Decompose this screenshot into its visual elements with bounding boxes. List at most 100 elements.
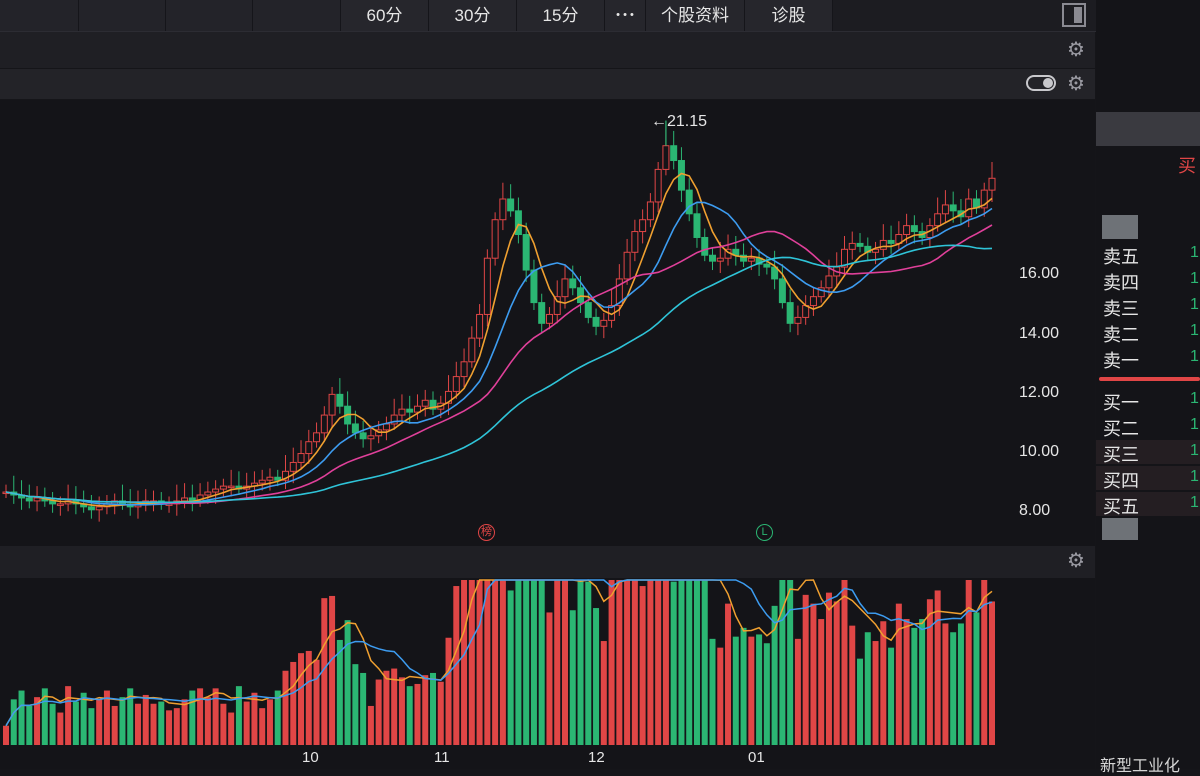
- sell-2-value: 1: [1190, 322, 1199, 339]
- volume-bar: [740, 627, 747, 745]
- candle-body: [514, 210, 522, 236]
- candle-body: [941, 204, 949, 215]
- candle-body: [840, 248, 848, 268]
- volume-bar: [655, 580, 662, 745]
- volume-bar: [88, 708, 95, 745]
- buy-3-value: 1: [1190, 442, 1199, 459]
- blurred-value: [1102, 518, 1138, 540]
- volume-bar: [616, 580, 623, 745]
- ranking-marker[interactable]: 榜: [478, 524, 495, 541]
- buy-1-value: 1: [1190, 390, 1199, 407]
- buy-3-row-bg: [1096, 440, 1200, 464]
- volume-settings-gear-icon[interactable]: ⚙: [1067, 550, 1085, 572]
- volume-bar: [72, 701, 79, 745]
- volume-bar: [453, 586, 460, 745]
- volume-bar: [391, 668, 398, 745]
- volume-bar: [484, 580, 491, 745]
- y-tick-16: 16.00: [1019, 265, 1060, 282]
- tab-blank-1[interactable]: [0, 0, 79, 31]
- y-tick-8: 8.00: [1019, 502, 1051, 519]
- candle-body: [328, 393, 336, 416]
- tab-blank-2[interactable]: [79, 0, 166, 31]
- candle-body: [747, 257, 755, 262]
- candle-body: [872, 248, 880, 253]
- more-button[interactable]: • • •: [605, 0, 646, 31]
- volume-bar: [414, 683, 421, 745]
- candle-body: [988, 177, 996, 191]
- x-tick-12: 12: [588, 749, 605, 766]
- layout-toggle-icon[interactable]: [1062, 3, 1086, 27]
- volume-bar: [103, 690, 110, 745]
- indicator-bar: [0, 32, 1095, 68]
- candle-body: [289, 461, 297, 472]
- volume-bar: [771, 605, 778, 745]
- candle-body: [538, 302, 546, 324]
- volume-bar: [274, 690, 281, 745]
- sell-5-label: 卖五: [1103, 247, 1139, 267]
- stock-diagnosis-button[interactable]: 诊股: [745, 0, 833, 31]
- volume-bar: [810, 603, 817, 745]
- volume-bar: [515, 580, 522, 745]
- volume-bar: [49, 703, 56, 745]
- volume-bar: [763, 643, 770, 745]
- volume-bar: [321, 598, 328, 745]
- volume-bar: [336, 639, 343, 745]
- tab-blank-3[interactable]: [166, 0, 253, 31]
- buy-2-value: 1: [1190, 416, 1199, 433]
- volume-bar: [204, 697, 211, 745]
- candle-body: [274, 476, 282, 481]
- volume-bar: [989, 601, 995, 745]
- l-marker[interactable]: L: [756, 524, 773, 541]
- tab-blank-4[interactable]: [253, 0, 341, 31]
- volume-bar: [934, 590, 941, 745]
- sell-4-value: 1: [1190, 270, 1199, 287]
- candle-body: [33, 497, 41, 502]
- volume-bar: [430, 672, 437, 745]
- chart-settings-gear-icon[interactable]: ⚙: [1067, 73, 1085, 95]
- tab-30min[interactable]: 30分: [429, 0, 517, 31]
- tab-60min[interactable]: 60分: [341, 0, 429, 31]
- order-book-header: [1096, 112, 1200, 146]
- volume-bar: [499, 580, 506, 745]
- candle-body: [390, 414, 398, 425]
- volume-bar: [895, 603, 902, 745]
- candle-body: [545, 313, 553, 324]
- volume-bar: [546, 612, 553, 745]
- volume-bar: [468, 580, 475, 745]
- candle-body: [468, 337, 476, 363]
- stock-profile-button[interactable]: 个股资料: [646, 0, 745, 31]
- candle-body: [615, 278, 623, 307]
- volume-bar: [259, 708, 266, 745]
- candle-body: [530, 269, 538, 304]
- buy-2-label: 买二: [1103, 419, 1139, 439]
- candle-body: [491, 219, 499, 259]
- volume-bar: [864, 632, 871, 745]
- candle-body: [507, 198, 515, 212]
- volume-bar: [173, 708, 180, 745]
- volume-bar: [717, 647, 724, 745]
- candle-body: [825, 275, 833, 289]
- volume-bar: [585, 581, 592, 745]
- candle-body: [553, 296, 561, 315]
- buy-5-value: 1: [1190, 494, 1199, 511]
- candle-body: [903, 225, 911, 236]
- candle-body: [227, 485, 235, 489]
- volume-bar: [197, 688, 204, 745]
- candle-body: [716, 257, 724, 262]
- moving-average-line: [5, 172, 993, 508]
- volume-bar: [818, 619, 825, 745]
- candle-body: [701, 236, 709, 256]
- volume-bar: [903, 619, 910, 745]
- candle-body: [623, 251, 631, 280]
- switch-icon[interactable]: [1026, 73, 1056, 93]
- settings-gear-icon[interactable]: ⚙: [1067, 39, 1085, 61]
- volume-bar: [375, 679, 382, 745]
- candle-body: [778, 278, 786, 304]
- volume-bar: [119, 697, 126, 745]
- volume-bar: [305, 650, 312, 745]
- volume-bar: [725, 603, 732, 745]
- y-tick-10: 10.00: [1019, 443, 1060, 460]
- top-toolbar: 60分 30分 15分 • • • 个股资料 诊股: [0, 0, 1200, 32]
- tab-15min[interactable]: 15分: [517, 0, 605, 31]
- candle-body: [639, 219, 647, 233]
